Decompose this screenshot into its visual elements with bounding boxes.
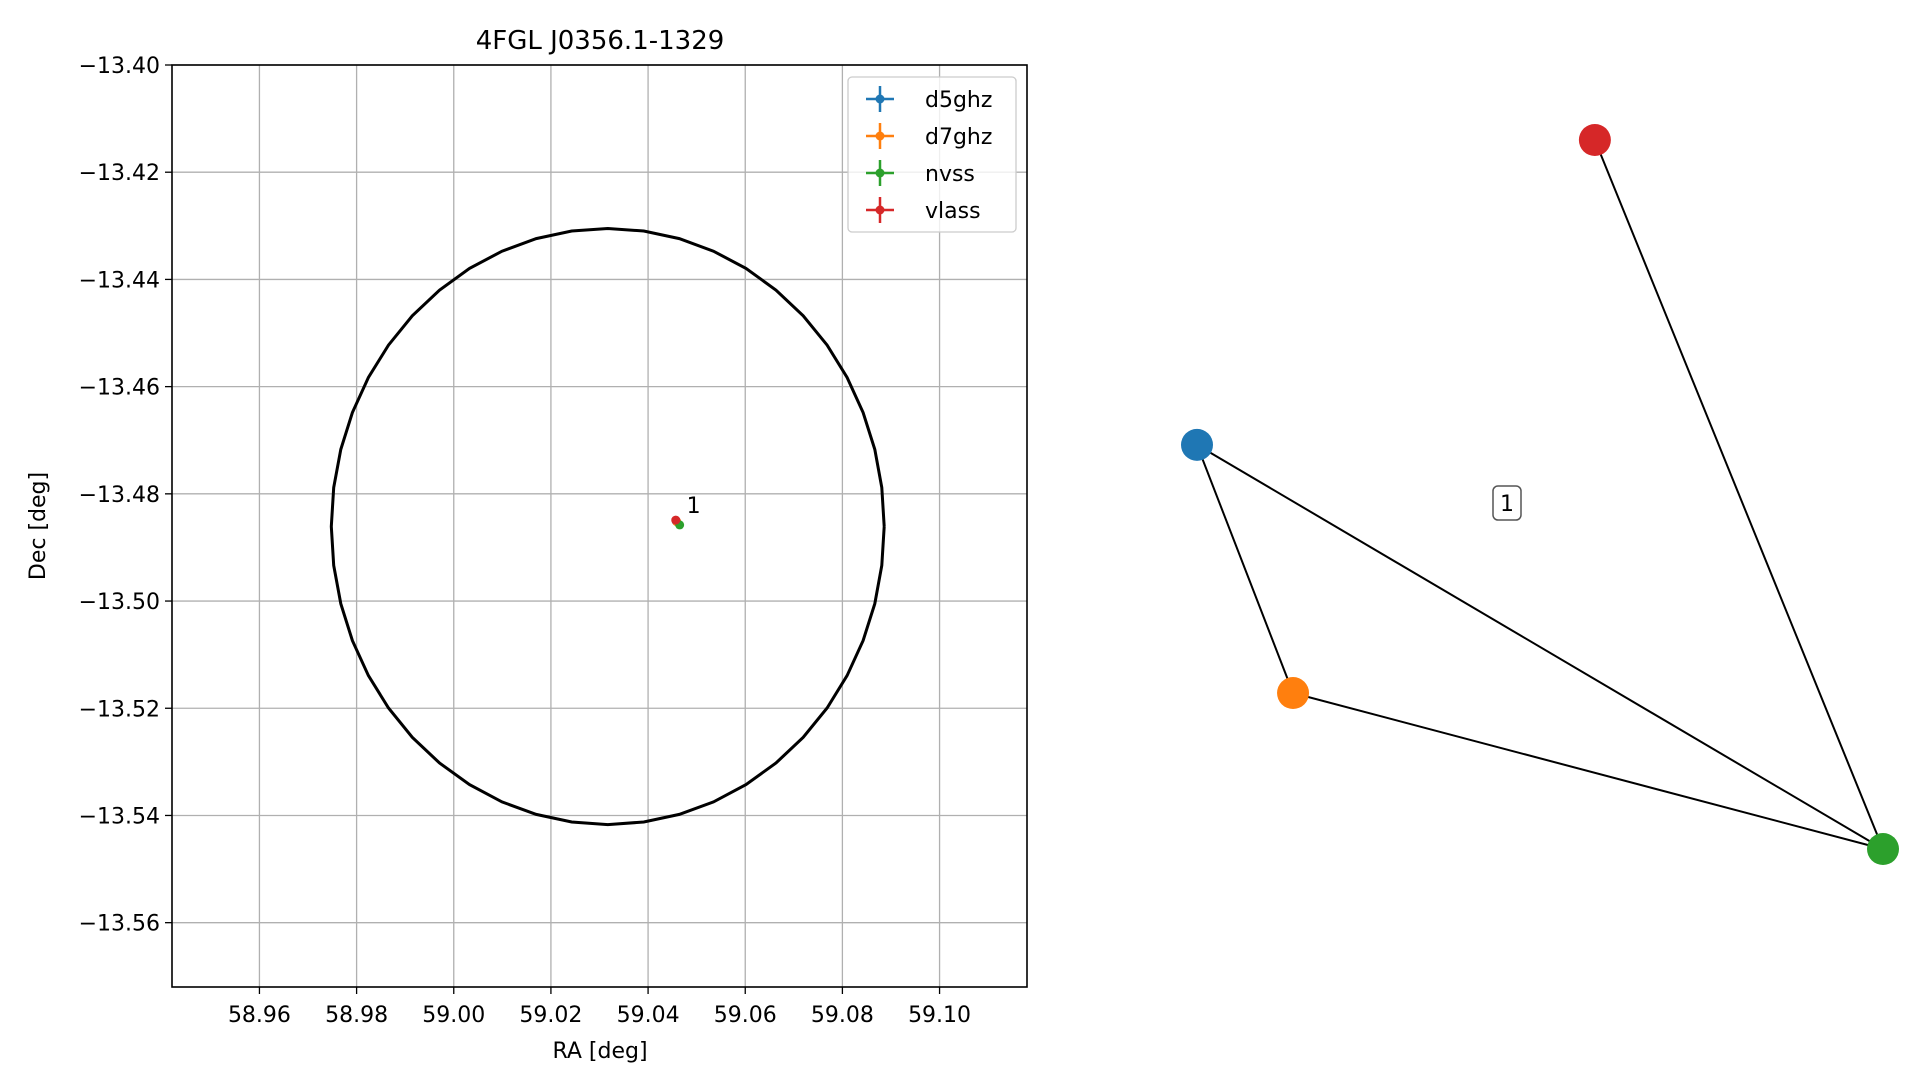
y-axis-label: Dec [deg] [26,472,51,580]
legend-entry-vlass: vlass [866,197,981,224]
graph-nodes [1181,124,1899,865]
point-vlass [671,515,681,525]
legend-marker-dot [875,94,885,104]
y-tick-label: −13.44 [79,268,160,293]
sky-position-plot: 1 58.96 58.98 59.00 59.02 59.04 59.06 59.08 59.… [26,26,1028,1064]
point-annotation: 1 [687,494,701,519]
legend-frame [847,76,1017,233]
y-tick-label: −13.56 [79,912,160,937]
edge-d7ghz-nvss [1292,692,1884,850]
y-tick-label: −13.40 [79,54,160,79]
legend-label: nvss [925,162,975,187]
edge-d5ghz-d7ghz [1196,444,1294,694]
x-tick-label: 59.02 [519,1003,582,1028]
legend-label: vlass [925,199,981,224]
localization-ellipse [329,226,886,827]
legend-entry-d5ghz: d5ghz [866,86,992,113]
x-axis-ticks: 58.96 58.98 59.00 59.02 59.04 59.06 59.08 59.10 [228,987,971,1028]
node-nvss [1867,833,1899,865]
legend-marker-dot [875,131,885,141]
legend: d5ghz d7ghz nvss vlass [847,76,1017,233]
node-d7ghz [1277,677,1310,710]
x-tick-label: 58.98 [325,1003,388,1028]
y-tick-label: −13.48 [79,483,160,508]
x-tick-label: 59.08 [811,1003,874,1028]
legend-label: d5ghz [925,88,992,113]
y-tick-label: −13.50 [79,590,160,615]
legend-entry-nvss: nvss [866,160,975,187]
edge-d5ghz-nvss [1196,444,1884,850]
x-axis-label: RA [deg] [552,1039,647,1064]
y-tick-label: −13.52 [79,697,160,722]
group-label-box: 1 [1492,485,1522,521]
y-tick-label: −13.42 [79,161,160,186]
source-points-layer: 1 [671,494,701,530]
grid-lines [172,64,1027,987]
y-tick-label: −13.54 [79,804,160,829]
legend-marker-dot [875,205,885,215]
chart-title: 4FGL J0356.1-1329 [476,26,725,56]
x-tick-label: 59.00 [422,1003,485,1028]
node-vlass [1578,124,1611,156]
legend-marker-dot [875,168,885,178]
graph-edges [1196,139,1884,850]
y-tick-label: −13.46 [79,376,160,401]
x-tick-label: 58.96 [228,1003,291,1028]
x-tick-label: 59.10 [908,1003,971,1028]
legend-label: d7ghz [925,125,992,150]
association-graph: 1 [1181,124,1899,865]
legend-entry-d7ghz: d7ghz [866,123,992,150]
group-label: 1 [1500,492,1514,517]
localization-ellipse-layer [329,226,886,827]
y-axis-ticks: −13.40 −13.42 −13.44 −13.46 −13.48 −13.50 −13.… [79,54,172,937]
edge-vlass-nvss [1593,139,1884,850]
node-d5ghz [1181,428,1213,461]
plot-frame [171,64,1028,988]
x-tick-label: 59.04 [617,1003,680,1028]
x-tick-label: 59.06 [714,1003,777,1028]
